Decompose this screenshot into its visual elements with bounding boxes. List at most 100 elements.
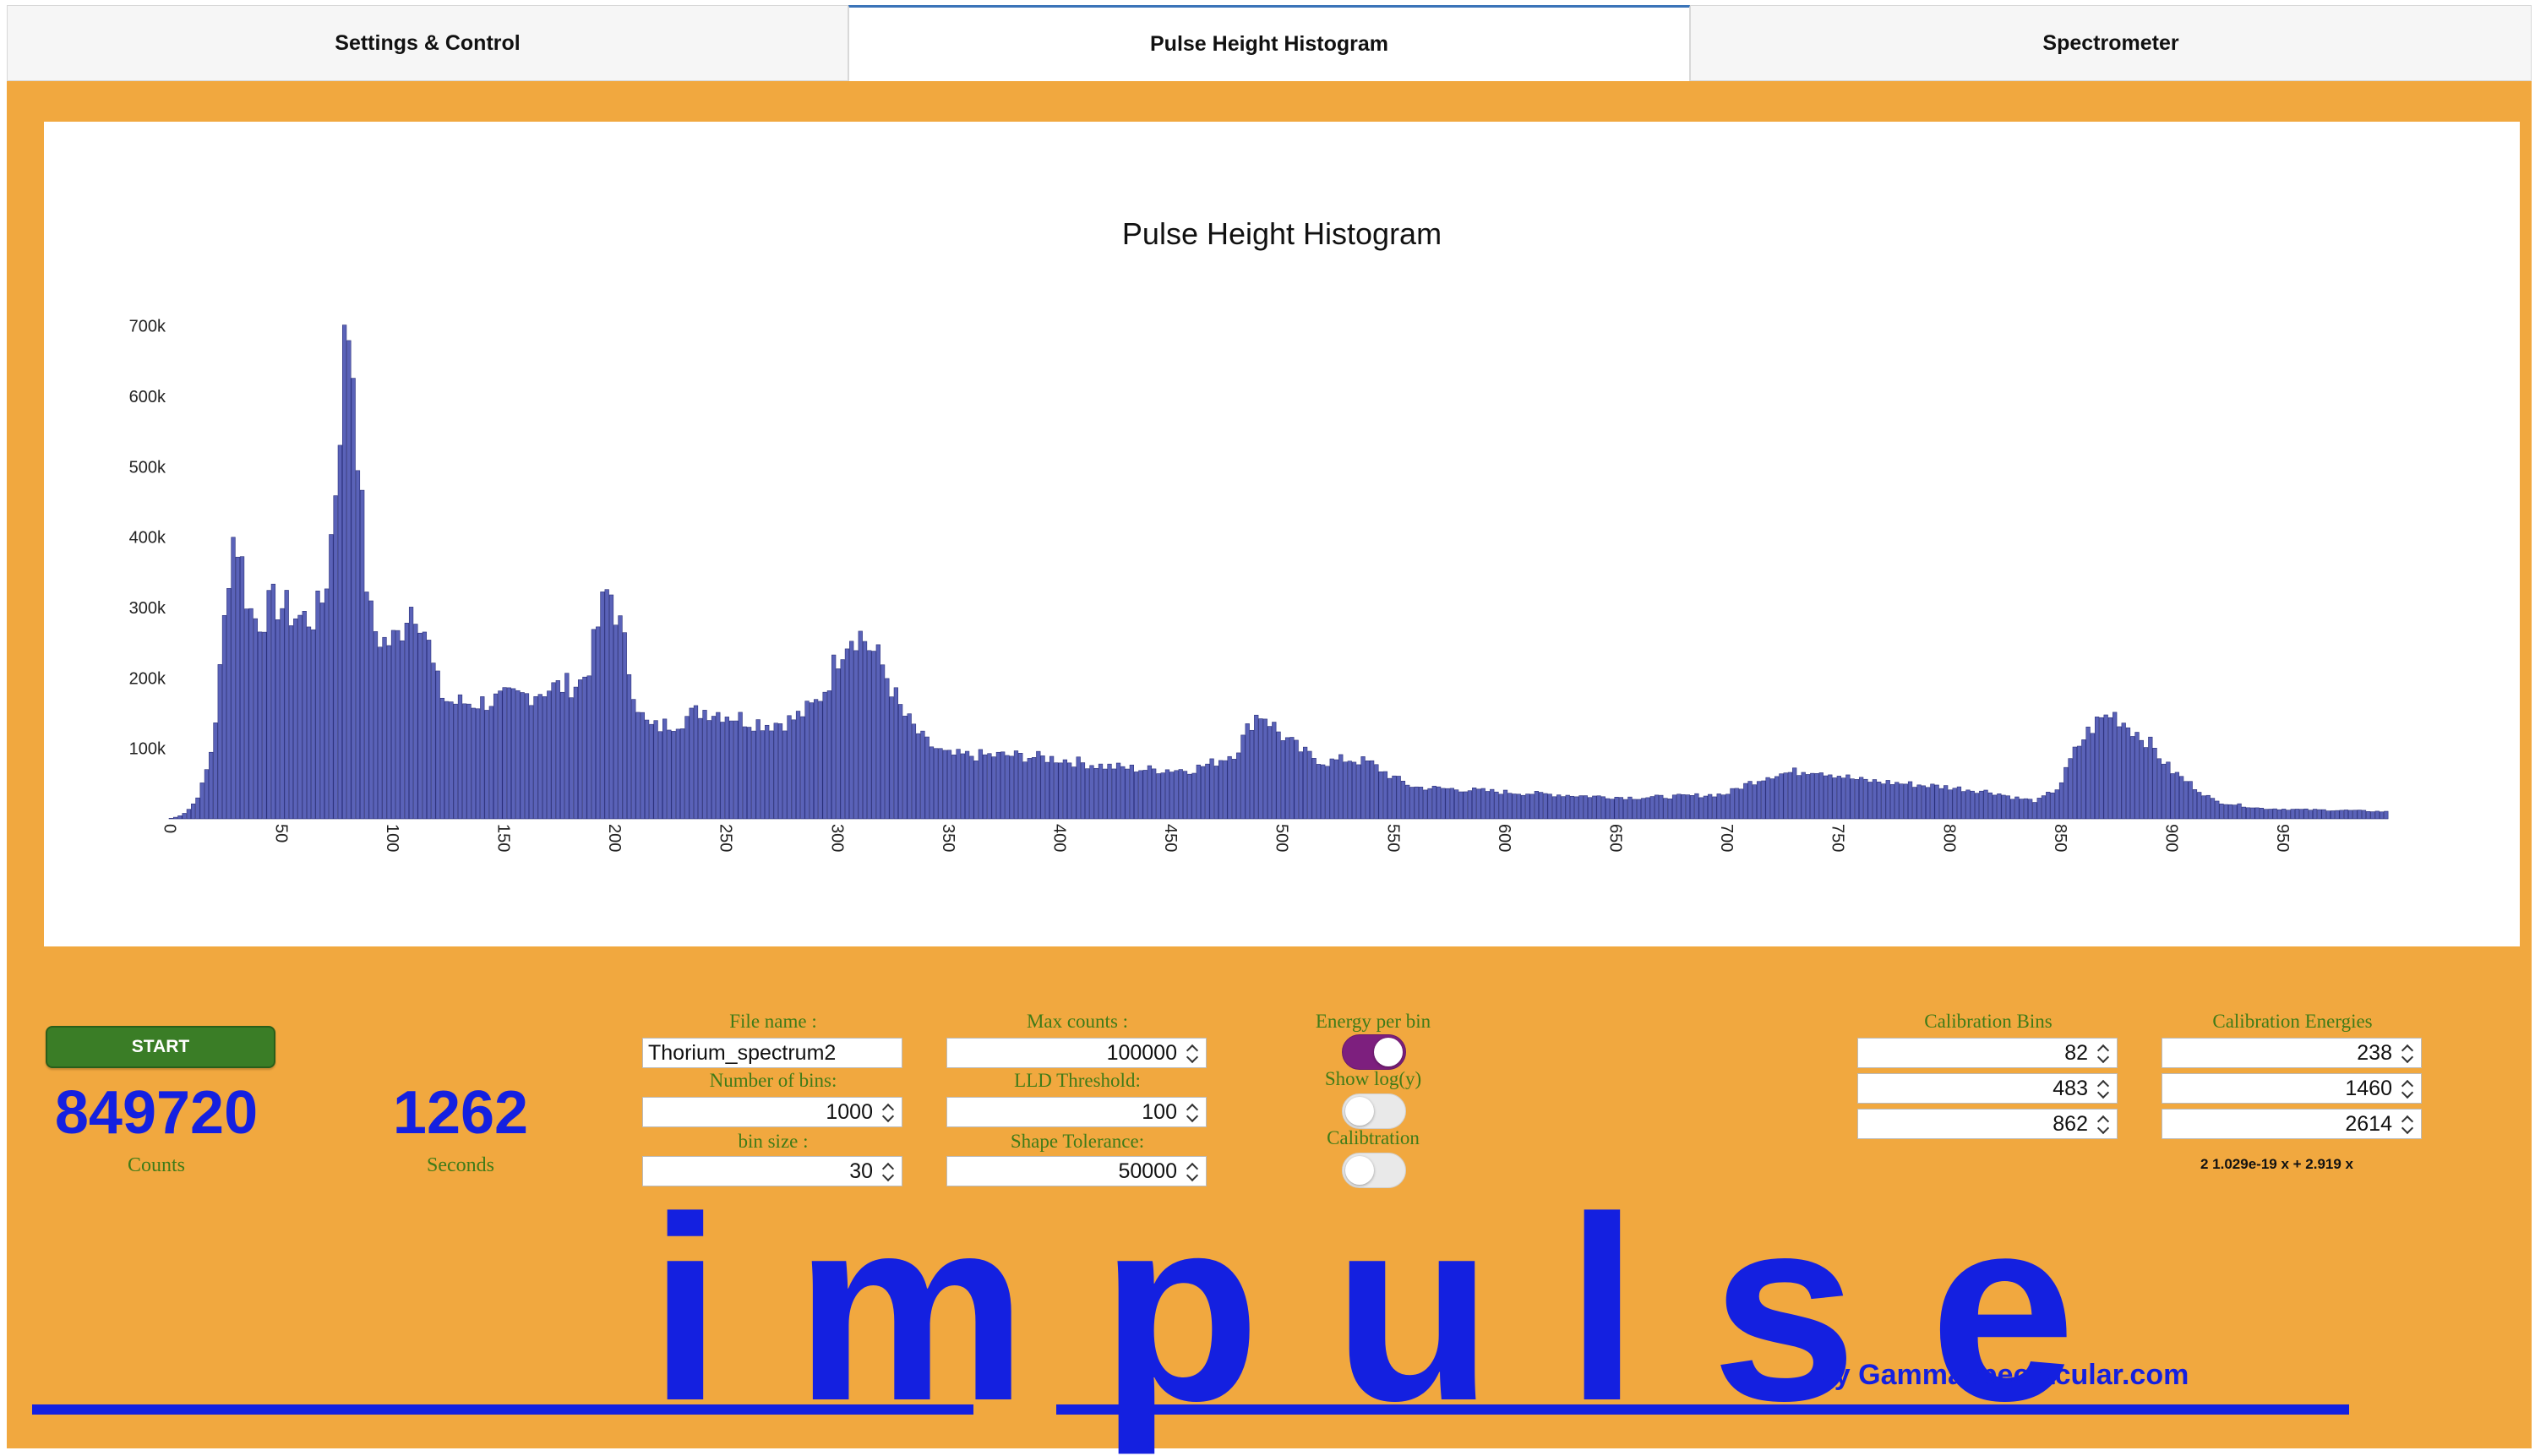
histogram-bar — [1698, 797, 1704, 820]
histogram-bar — [1321, 764, 1326, 820]
y-tick-label: 200k — [129, 669, 166, 688]
show-log-toggle[interactable] — [1342, 1093, 1406, 1129]
histogram-bar — [2121, 723, 2126, 820]
energy-per-bin-toggle[interactable] — [1342, 1034, 1406, 1070]
spinner-icon[interactable] — [2401, 1044, 2414, 1064]
histogram-bar — [1147, 765, 1153, 820]
spinner-icon[interactable] — [2096, 1044, 2110, 1064]
histogram-bar — [209, 751, 214, 820]
histogram-bar — [1944, 785, 1949, 820]
histogram-bar — [1231, 759, 1237, 820]
histogram-bar — [1294, 739, 1299, 820]
calibration-energy-1-input[interactable]: 238 — [2162, 1038, 2422, 1068]
histogram-bar — [351, 378, 356, 820]
histogram-bar — [1494, 791, 1499, 820]
x-tick-label: 350 — [939, 824, 957, 852]
histogram-bar — [1205, 763, 1210, 820]
histogram-bar — [333, 495, 338, 820]
shape-tolerance-input[interactable]: 50000 — [946, 1156, 1207, 1186]
calibration-bin-2-input[interactable]: 483 — [1857, 1073, 2118, 1104]
y-tick-label: 500k — [129, 458, 166, 477]
histogram-bar — [1840, 777, 1846, 820]
calibration-bin-1-input[interactable]: 82 — [1857, 1038, 2118, 1068]
histogram-bar — [2357, 810, 2362, 820]
tab-bar: Settings & Control Pulse Height Histogra… — [7, 5, 2532, 81]
calibration-energy-2-input[interactable]: 1460 — [2162, 1073, 2422, 1104]
histogram-bar — [1213, 766, 1219, 820]
histogram-bar — [422, 631, 428, 820]
histogram-bar — [577, 679, 583, 820]
histogram-bar — [2352, 810, 2358, 820]
calibration-bin-3-input[interactable]: 862 — [1857, 1109, 2118, 1139]
histogram-bar — [2125, 727, 2131, 820]
spinner-icon[interactable] — [2096, 1115, 2110, 1135]
histogram-bar — [2023, 798, 2029, 820]
histogram-bar — [1534, 791, 1540, 820]
histogram-bar — [466, 703, 472, 820]
tab-settings-control[interactable]: Settings & Control — [7, 5, 848, 81]
histogram-bar — [2032, 802, 2037, 820]
spinner-icon[interactable] — [881, 1103, 895, 1123]
histogram-bar — [2170, 773, 2175, 820]
histogram-bar — [172, 816, 178, 820]
histogram-bar — [2276, 809, 2282, 820]
histogram-bar — [1738, 788, 1744, 820]
histogram-bar — [987, 753, 992, 820]
bin-size-value: 30 — [849, 1159, 873, 1183]
histogram-bar — [506, 687, 512, 820]
histogram-bar — [2215, 800, 2220, 820]
spinner-icon[interactable] — [1186, 1103, 1199, 1123]
histogram-bar — [600, 592, 605, 820]
spinner-icon[interactable] — [2096, 1079, 2110, 1099]
calibration-toggle[interactable] — [1342, 1153, 1406, 1188]
histogram-chart[interactable]: Pulse Height Histogram 100k 200k 300k 400k 5… — [44, 122, 2520, 946]
histogram-bar — [444, 701, 450, 820]
histogram-plot[interactable]: 100k 200k 300k 400k 500k 600k 700k 0 50 100 150 20… — [44, 122, 2520, 946]
histogram-bar — [1623, 799, 1628, 820]
lld-threshold-input[interactable]: 100 — [946, 1097, 1207, 1127]
histogram-bar — [390, 630, 396, 820]
histogram-bar — [1796, 775, 1802, 820]
histogram-bar — [493, 693, 499, 820]
tab-spectrometer[interactable]: Spectrometer — [1690, 5, 2532, 81]
histogram-bar — [684, 716, 690, 820]
histogram-bar — [2343, 810, 2349, 820]
spinner-icon[interactable] — [1186, 1044, 1199, 1064]
y-tick-label: 700k — [129, 318, 166, 336]
histogram-bar — [946, 750, 952, 820]
spinner-icon[interactable] — [2401, 1079, 2414, 1099]
spinner-icon[interactable] — [2401, 1115, 2414, 1135]
histogram-bar — [275, 619, 281, 820]
histogram-bar — [551, 682, 556, 820]
tab-pulse-height-histogram[interactable]: Pulse Height Histogram — [848, 5, 1690, 81]
histogram-bar — [907, 713, 912, 820]
histogram-bar — [524, 693, 530, 820]
histogram-bar — [1467, 790, 1473, 820]
histogram-bar — [1476, 788, 1481, 820]
histogram-bar — [537, 694, 542, 820]
histogram-bar — [1182, 771, 1188, 820]
histogram-bar — [769, 730, 774, 820]
byline-link[interactable]: by Gammaspectacular.com — [1817, 1359, 2189, 1391]
number-of-bins-input[interactable]: 1000 — [642, 1097, 902, 1127]
histogram-bar — [204, 769, 210, 820]
histogram-bar — [1098, 763, 1104, 820]
histogram-bar — [1641, 798, 1646, 820]
bin-size-input[interactable]: 30 — [642, 1156, 902, 1186]
histogram-bar — [1284, 737, 1290, 820]
histogram-bar — [1694, 793, 1699, 820]
histogram-bar — [1912, 787, 1917, 820]
histogram-bar — [1307, 750, 1312, 820]
histogram-bar — [564, 673, 570, 820]
calibration-energy-3-input[interactable]: 2614 — [2162, 1109, 2422, 1139]
histogram-bar — [182, 813, 187, 820]
histogram-bar — [2174, 772, 2180, 820]
file-name-input[interactable]: Thorium_spectrum2 — [642, 1038, 902, 1068]
x-tick-label: 50 — [271, 824, 290, 843]
start-button[interactable]: START — [46, 1026, 275, 1068]
histogram-bar — [1769, 778, 1775, 820]
histogram-bar — [991, 756, 996, 820]
x-tick-label: 500 — [1273, 824, 1291, 852]
histogram-bar — [1569, 795, 1575, 820]
max-counts-input[interactable]: 100000 — [946, 1038, 1207, 1068]
